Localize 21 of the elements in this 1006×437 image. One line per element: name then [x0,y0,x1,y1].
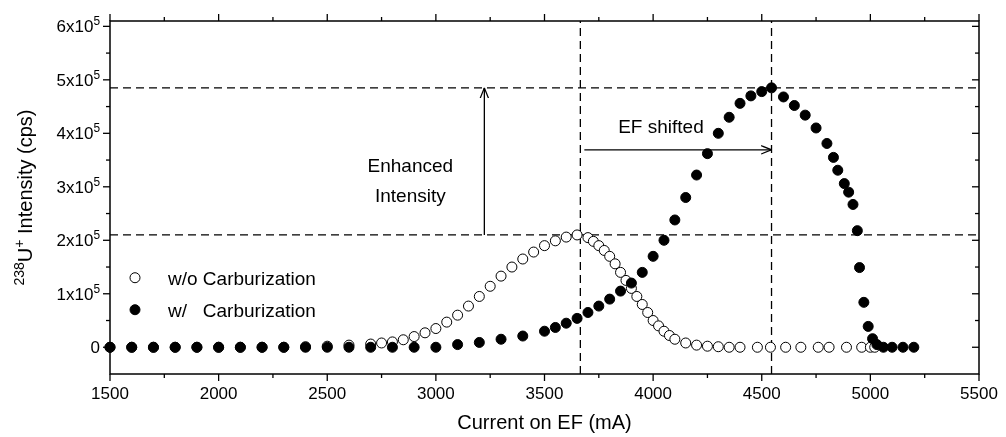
x-tick-label: 5000 [851,384,890,403]
x-tick-label: 5500 [960,384,998,403]
y-tick-label: 1x10$^{5}$ [56,281,101,304]
annotation: EF shifted [618,115,704,137]
y-tick-label: 6x10$^{5}$ [56,14,101,37]
x-tick-label: 2500 [308,384,347,403]
legend-label: w/ Carburization [167,299,316,321]
x-tick-label: 2000 [199,384,238,403]
x-tick-label: 4000 [634,384,673,403]
legend-label: w/o Carburization [167,267,316,289]
y-tick-label: 3x10$^{5}$ [56,174,101,197]
x-tick-label: 3000 [416,384,455,403]
x-tick-label: 1500 [91,384,129,403]
y-tick-label: 4x10$^{5}$ [56,121,101,144]
y-tick-label: 0 [90,338,100,358]
annotation: Enhanced Intensity [367,155,454,207]
x-tick-label: 4500 [742,384,781,403]
y-tick-label: 5x10$^{5}$ [56,67,101,90]
x-axis-title: Current on EF (mA) [457,411,632,433]
y-tick-label: 2x10$^{5}$ [56,228,101,251]
x-tick-label: 3500 [525,384,564,403]
